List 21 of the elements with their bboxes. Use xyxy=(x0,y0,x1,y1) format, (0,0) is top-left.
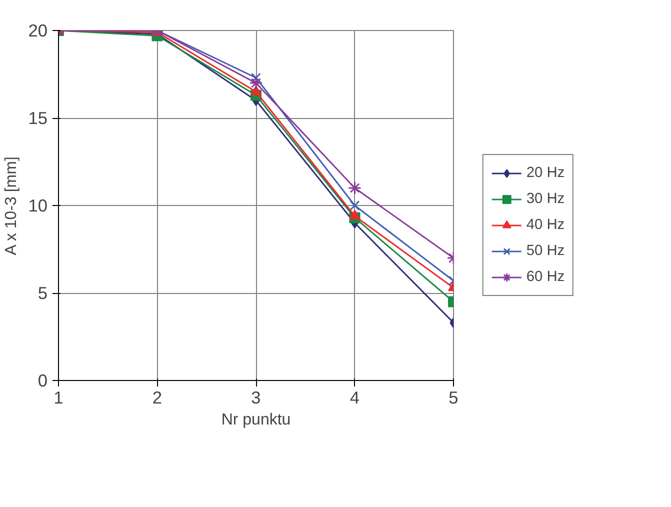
y-tick-label: 15 xyxy=(28,108,48,128)
point xyxy=(251,72,261,83)
point xyxy=(348,181,362,195)
legend-label: 60 Hz xyxy=(526,268,565,284)
point xyxy=(249,76,263,90)
legend-label: 20 Hz xyxy=(526,164,565,180)
legend-label: 50 Hz xyxy=(526,242,565,258)
x-tick-label: 1 xyxy=(54,388,64,408)
y-tick-label: 20 xyxy=(28,20,48,40)
y-tick-label: 0 xyxy=(38,370,48,390)
x-tick-label: 2 xyxy=(152,388,162,408)
legend-label: 40 Hz xyxy=(526,216,565,232)
y-tick-label: 10 xyxy=(28,196,48,216)
x-tick-label: 5 xyxy=(448,388,458,408)
x-tick-label: 4 xyxy=(350,388,360,408)
legend-label: 30 Hz xyxy=(526,190,565,206)
point xyxy=(350,200,360,210)
x-axis-title: Nr punktu xyxy=(221,412,291,428)
y-tick-label: 5 xyxy=(38,283,48,303)
y-axis-title: A x 10-3 [mm] xyxy=(3,156,20,256)
x-tick-label: 3 xyxy=(251,388,261,408)
